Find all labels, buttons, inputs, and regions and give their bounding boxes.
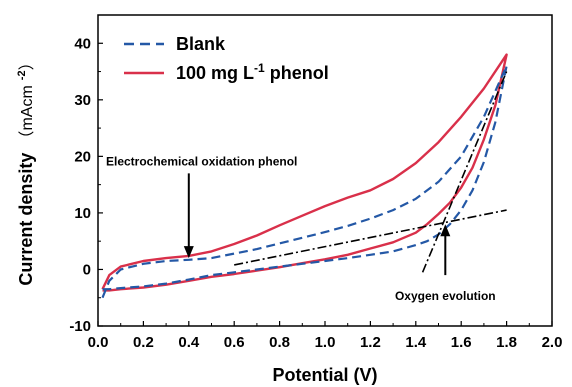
legend: Blank 100 mg L-1 phenol xyxy=(124,34,329,83)
series-curve-phenol xyxy=(101,53,508,292)
x-tick-label: 0.2 xyxy=(133,334,154,351)
x-tick-label: 1.8 xyxy=(496,334,517,351)
x-tick-label: 2.0 xyxy=(542,334,563,351)
y-tick-label: 40 xyxy=(74,35,91,52)
x-tick-label: 0.4 xyxy=(178,334,200,351)
curves xyxy=(101,53,508,299)
legend-label: Blank xyxy=(176,34,226,54)
annotations: Electrochemical oxidation phenol Oxygen e… xyxy=(106,154,496,303)
y-tick-label: 10 xyxy=(74,205,91,222)
x-tick-label: 1.6 xyxy=(451,334,472,351)
legend-label-exponent: -1 xyxy=(254,61,265,75)
y-tick-label: 30 xyxy=(74,92,91,109)
y-axis-unit-close: ） xyxy=(18,54,36,70)
axis-ticks: 0.0 0.2 0.4 0.6 0.8 1.0 1.2 1.4 1.6 1.8 2.0 -10 0 10 2… xyxy=(69,14,563,351)
y-axis-title: Current density （mAcm -2） xyxy=(16,54,36,285)
y-axis-unit: （mAcm xyxy=(18,85,36,146)
plot-frame xyxy=(97,14,553,327)
series-curve-blank xyxy=(101,64,508,299)
y-tick-label: 0 xyxy=(83,261,91,278)
annotation-arrow-head xyxy=(440,224,451,237)
y-axis-unit-exponent: -2 xyxy=(16,70,28,80)
x-tick-label: 0.0 xyxy=(88,334,109,351)
annotation-label: Electrochemical oxidation phenol xyxy=(106,154,297,168)
x-tick-label: 1.2 xyxy=(360,334,381,351)
y-tick-label: 20 xyxy=(74,148,91,165)
reference-line xyxy=(421,71,508,273)
x-tick-label: 0.6 xyxy=(224,334,245,351)
y-tick-label: -10 xyxy=(69,318,91,335)
x-axis-title: Potential (V) xyxy=(272,365,377,385)
x-tick-label: 0.8 xyxy=(269,334,290,351)
legend-label: 100 mg L-1 phenol xyxy=(176,61,329,83)
x-tick-label: 1.4 xyxy=(405,334,427,351)
legend-label-part: 100 mg L xyxy=(176,63,254,83)
annotation-label: Oxygen evolution xyxy=(395,289,496,303)
annotation-arrow-head xyxy=(183,246,194,259)
y-axis-label: Current density xyxy=(16,153,36,286)
reference-lines xyxy=(234,71,508,273)
legend-label-part: phenol xyxy=(265,63,329,83)
reference-line xyxy=(234,209,507,266)
x-tick-label: 1.0 xyxy=(315,334,336,351)
